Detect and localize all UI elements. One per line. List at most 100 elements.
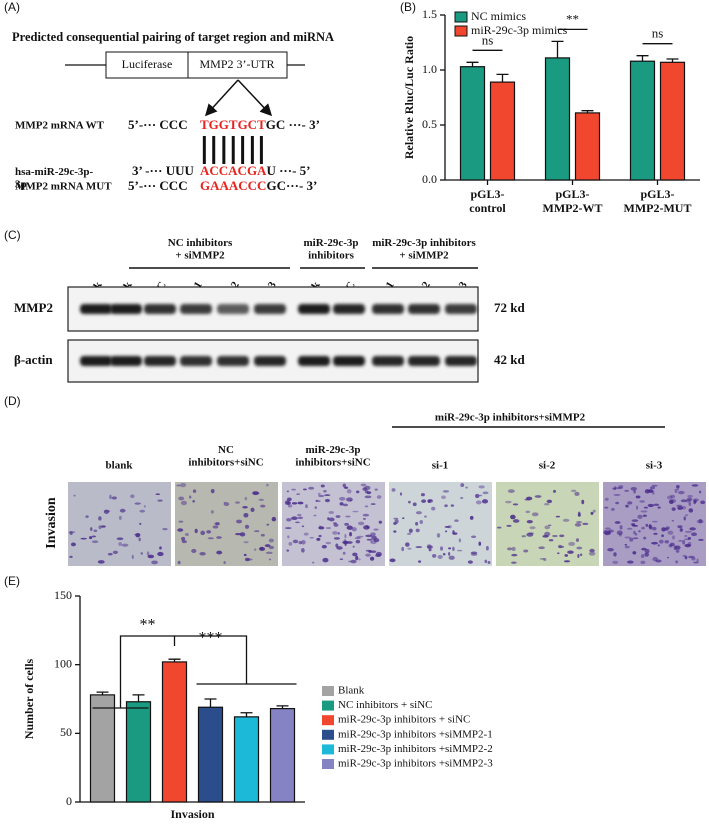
band <box>180 304 212 314</box>
cell <box>691 484 699 487</box>
cell <box>258 498 265 501</box>
cell <box>337 532 340 535</box>
band <box>254 356 286 366</box>
error-bar <box>636 55 649 62</box>
bar <box>269 708 296 803</box>
cell <box>510 514 516 520</box>
cell <box>604 497 609 501</box>
group-header: miR-29c-3p inhibitors <box>304 237 359 262</box>
legend-label: miR-29c-3p inhibitors +siMMP2-2 <box>338 743 493 755</box>
error-bar <box>276 705 289 709</box>
image-label: blank <box>106 460 134 472</box>
cell <box>442 490 450 493</box>
cell <box>363 525 370 530</box>
cell <box>567 550 574 554</box>
band <box>110 304 142 314</box>
cell <box>644 552 649 557</box>
cell <box>111 496 117 500</box>
cell <box>268 558 272 561</box>
cell <box>632 551 637 555</box>
cell <box>698 538 704 541</box>
cell <box>178 520 184 523</box>
cell <box>465 486 468 489</box>
cell <box>178 496 185 501</box>
cell <box>324 498 330 503</box>
cell <box>357 521 365 526</box>
cell <box>653 503 660 506</box>
cell <box>362 518 366 520</box>
cell <box>613 552 617 557</box>
cell <box>206 530 212 534</box>
cell <box>346 541 353 544</box>
sequence: 3’ -··· UUU ACCACGAU ···- 5’ <box>132 163 311 178</box>
cell <box>312 561 315 564</box>
cell <box>685 514 689 517</box>
y-tick-label: 150 <box>54 588 72 602</box>
cell <box>562 518 570 522</box>
row-name: MMP2 <box>14 300 53 315</box>
cell <box>159 546 162 550</box>
cell <box>575 538 580 542</box>
cell <box>109 494 112 500</box>
panel-label: (B) <box>400 0 416 14</box>
band <box>372 356 404 366</box>
utr-box <box>187 51 288 79</box>
cell <box>699 490 702 494</box>
cell <box>638 530 641 533</box>
cell <box>244 557 250 562</box>
seq-site: TGGTGCT <box>200 117 266 132</box>
cell <box>448 555 455 560</box>
cell <box>424 515 427 518</box>
cell <box>521 535 526 538</box>
cell <box>264 544 271 548</box>
row-name: MMP2 mRNA WT <box>15 120 105 132</box>
cell <box>677 490 685 495</box>
cell <box>671 519 675 522</box>
bar <box>659 61 686 181</box>
cell <box>318 534 322 538</box>
cell <box>615 501 620 505</box>
cell <box>649 486 656 490</box>
band <box>408 356 440 366</box>
cell <box>404 542 410 547</box>
error-bar <box>240 712 253 717</box>
cell <box>674 488 678 493</box>
image-label: si-3 <box>646 460 663 472</box>
size-label: 42 kd <box>494 352 525 367</box>
cell <box>574 491 580 496</box>
cell <box>478 485 485 489</box>
cell <box>370 550 377 553</box>
cell <box>688 501 692 506</box>
box-label: MMP2 3’-UTR <box>199 57 274 71</box>
cell <box>308 486 315 490</box>
sig-label: ** <box>566 11 579 26</box>
cell <box>642 514 647 517</box>
cell <box>421 499 427 503</box>
cell <box>315 500 321 503</box>
row-name: hsa-miR-29c-3p-3p <box>15 166 94 191</box>
error-bar <box>496 73 509 83</box>
cell <box>607 547 614 552</box>
cell <box>576 546 583 550</box>
row-label: Invasion <box>44 497 59 549</box>
cell <box>69 531 73 536</box>
cell <box>243 513 249 518</box>
cell <box>616 530 623 536</box>
cell <box>526 519 533 524</box>
cell <box>118 542 123 546</box>
cell <box>670 494 676 499</box>
cell <box>474 493 480 499</box>
cell <box>456 549 463 552</box>
cell <box>364 495 372 499</box>
cell <box>643 506 648 509</box>
cell <box>244 524 250 529</box>
seq-prefix: 3’ -··· UUU <box>132 163 194 178</box>
band <box>110 356 142 366</box>
band <box>144 304 176 314</box>
band <box>333 356 365 366</box>
cell <box>147 554 155 559</box>
image-label: miR-29c-3p inhibitors+siNC <box>295 444 370 469</box>
cell <box>364 485 371 490</box>
y-tick-label: 100 <box>54 656 72 670</box>
y-tick-label: 0.5 <box>422 117 437 131</box>
